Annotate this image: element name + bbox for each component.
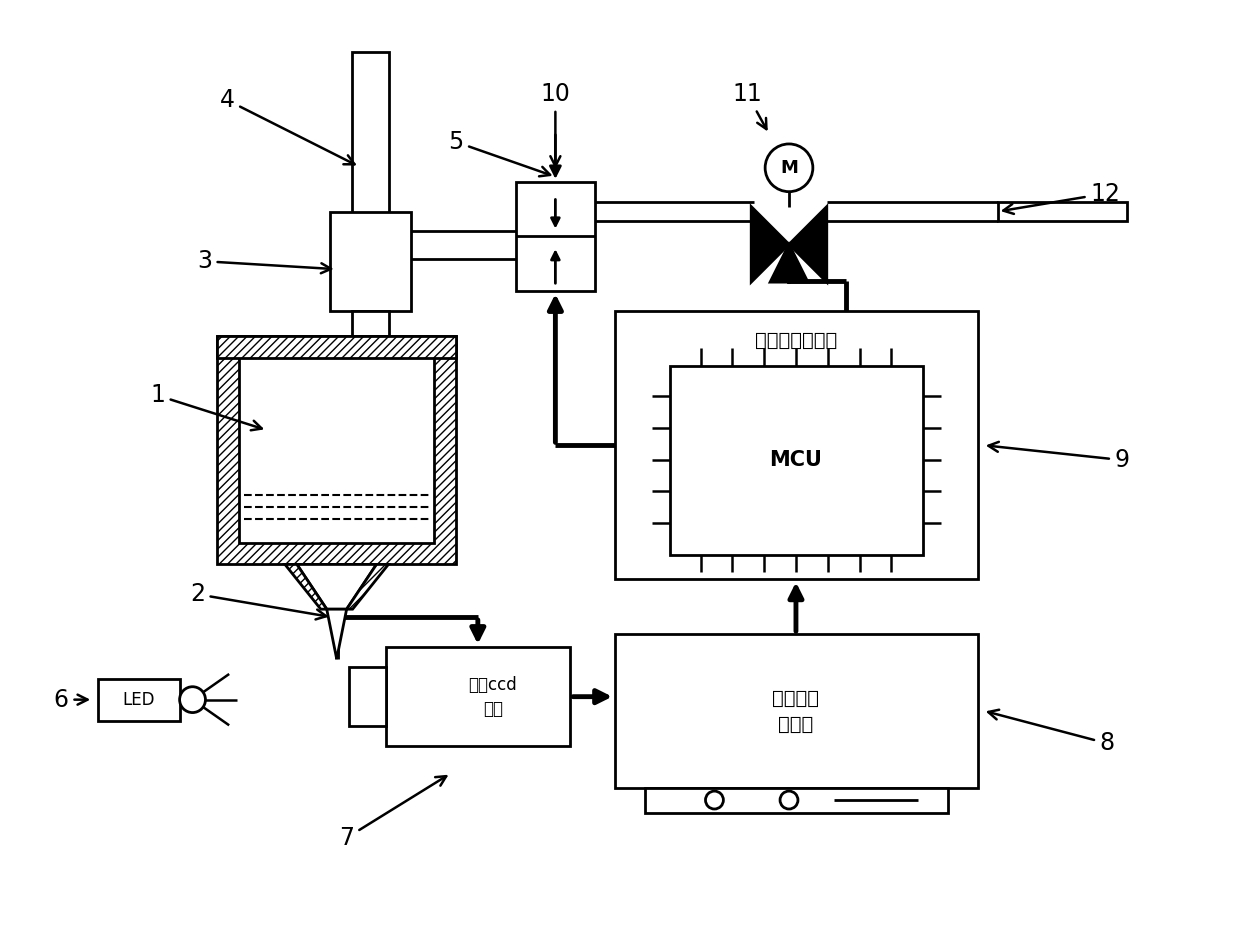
Polygon shape [751,207,789,282]
Bar [615,634,978,788]
Circle shape [765,144,813,191]
Bar [348,667,387,726]
Polygon shape [296,565,377,609]
Polygon shape [770,244,808,282]
Text: 11: 11 [733,82,766,129]
Text: MCU: MCU [770,450,822,470]
Text: 2: 2 [190,582,326,620]
Bar [615,311,978,579]
Bar [516,182,595,291]
Text: 制软件: 制软件 [779,715,813,734]
Bar [217,336,456,565]
Bar [217,336,456,357]
Circle shape [780,791,799,809]
Bar [330,211,412,311]
Text: 4: 4 [219,89,355,164]
Text: 6: 6 [53,687,88,712]
Bar [352,53,389,222]
Text: 7: 7 [339,776,446,850]
Bar [98,679,180,720]
Polygon shape [347,565,388,609]
Bar [387,647,570,746]
Polygon shape [285,565,326,609]
Bar [352,311,389,346]
Bar [645,788,949,813]
Polygon shape [326,609,347,659]
Bar [998,202,1127,222]
Text: 下位机控制电路: 下位机控制电路 [755,331,837,350]
Text: 相机: 相机 [482,700,502,718]
Text: 3: 3 [197,249,331,273]
Text: 上位机控: 上位机控 [773,689,820,708]
Text: 5: 5 [449,130,551,176]
Bar [239,336,434,542]
Circle shape [706,791,723,809]
Text: 8: 8 [988,710,1115,755]
Text: M: M [780,158,797,176]
Text: 9: 9 [988,442,1130,472]
Text: 1: 1 [150,384,262,430]
Polygon shape [789,207,827,282]
Circle shape [180,687,206,713]
Text: LED: LED [123,690,155,708]
Text: 工业ccd: 工业ccd [469,676,517,694]
Bar [352,336,389,346]
Bar [670,366,924,554]
Text: 10: 10 [541,82,570,166]
Text: 12: 12 [1003,182,1120,214]
